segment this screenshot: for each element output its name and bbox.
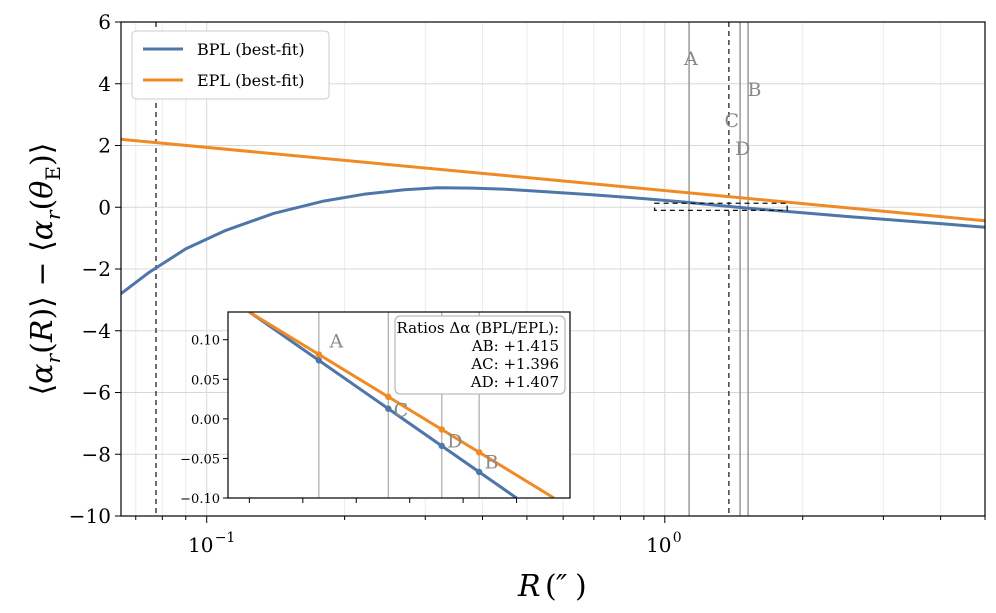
main-series — [121, 137, 985, 295]
inset-y-tick-label: −0.05 — [180, 452, 220, 467]
y-tick-label: −10 — [69, 504, 111, 528]
inset-point-label-b: B — [485, 452, 499, 474]
inset-point-label-a: A — [329, 331, 344, 353]
ratio-ac: AC: +1.396 — [470, 355, 559, 373]
svg-text:(: ( — [545, 569, 557, 604]
inset-y-tick-label: −0.10 — [180, 492, 220, 507]
inset-markers — [315, 351, 483, 476]
svg-text:″: ″ — [556, 569, 568, 604]
y-tick-label: 6 — [98, 10, 111, 34]
inset-marker — [315, 351, 323, 358]
legend-label-bpl: BPL (best-fit) — [197, 40, 305, 59]
main-point-labels: A BCD — [683, 48, 762, 160]
inset-marker — [475, 449, 483, 456]
point-label-a: A — [683, 48, 698, 70]
inset-frame — [227, 311, 571, 499]
inset-marker — [385, 405, 392, 412]
svg-text:⟨αr(R)⟩ − ⟨αr(θE)⟩: ⟨αr(R)⟩ − ⟨αr(θE)⟩ — [25, 143, 65, 396]
x-tick-exponent: −1 — [215, 530, 236, 546]
inset-marker — [438, 442, 445, 450]
inset-axis-ticks: −0.10 −0.05 0.00 0.05 0.10 — [180, 334, 518, 507]
inset-bpl-curve — [248, 312, 518, 498]
svg-text:R: R — [517, 569, 541, 604]
x-tick-label: 10 — [646, 533, 671, 557]
inset-marker — [385, 393, 392, 401]
ratio-ad: AD: +1.407 — [470, 373, 559, 391]
ratios-box-frame — [394, 315, 566, 395]
inset-series — [248, 312, 555, 498]
y-tick-label: 2 — [98, 134, 111, 158]
inset-marker — [475, 468, 483, 476]
x-tick-exponent: 0 — [673, 530, 682, 546]
y-tick-label: −8 — [82, 442, 111, 466]
x-tick-label: 10 — [188, 533, 213, 557]
ratios-title: Ratios Δα (BPL/EPL): — [396, 319, 559, 337]
inset-point-label-d: D — [447, 430, 462, 452]
svg-text:): ) — [575, 569, 587, 604]
ratios-box: Ratios Δα (BPL/EPL): AB: +1.415 AC: +1.3… — [394, 315, 566, 395]
y-tick-label: 0 — [98, 195, 111, 219]
legend-label-epl: EPL (best-fit) — [197, 71, 305, 90]
inset-marker — [315, 357, 323, 364]
point-label-c: C — [724, 110, 739, 132]
ratio-ab: AB: +1.415 — [471, 337, 559, 355]
point-label-d: D — [735, 138, 750, 160]
epl-curve — [121, 137, 985, 223]
zoom-rectangle — [653, 202, 788, 211]
x-axis-label: R ( ″ ) — [517, 569, 587, 604]
y-axis-label: ⟨αr(R)⟩ − ⟨αr(θE)⟩ — [25, 143, 65, 396]
inset-marker — [438, 426, 445, 433]
inset-epl-curve — [248, 312, 555, 498]
legend: BPL (best-fit) EPL (best-fit) — [131, 30, 330, 100]
inset-y-tick-label: 0.05 — [191, 373, 220, 388]
inset-plot: A C D B Ratios Δα (BPL/EPL): AB: +1.415 AC:… — [180, 311, 571, 507]
inset-point-label-c: C — [394, 399, 409, 421]
inset-point-labels: A C D B — [329, 331, 499, 474]
bpl-curve — [121, 186, 985, 295]
y-tick-label: −6 — [82, 381, 111, 405]
y-tick-label: 4 — [98, 72, 111, 96]
point-label-b: B — [748, 79, 762, 101]
y-tick-label: −2 — [82, 257, 111, 281]
y-tick-label: −4 — [82, 319, 111, 343]
inset-y-tick-label: 0.10 — [191, 334, 220, 349]
zoom-box — [653, 202, 788, 211]
inset-y-tick-label: 0.00 — [191, 413, 220, 428]
